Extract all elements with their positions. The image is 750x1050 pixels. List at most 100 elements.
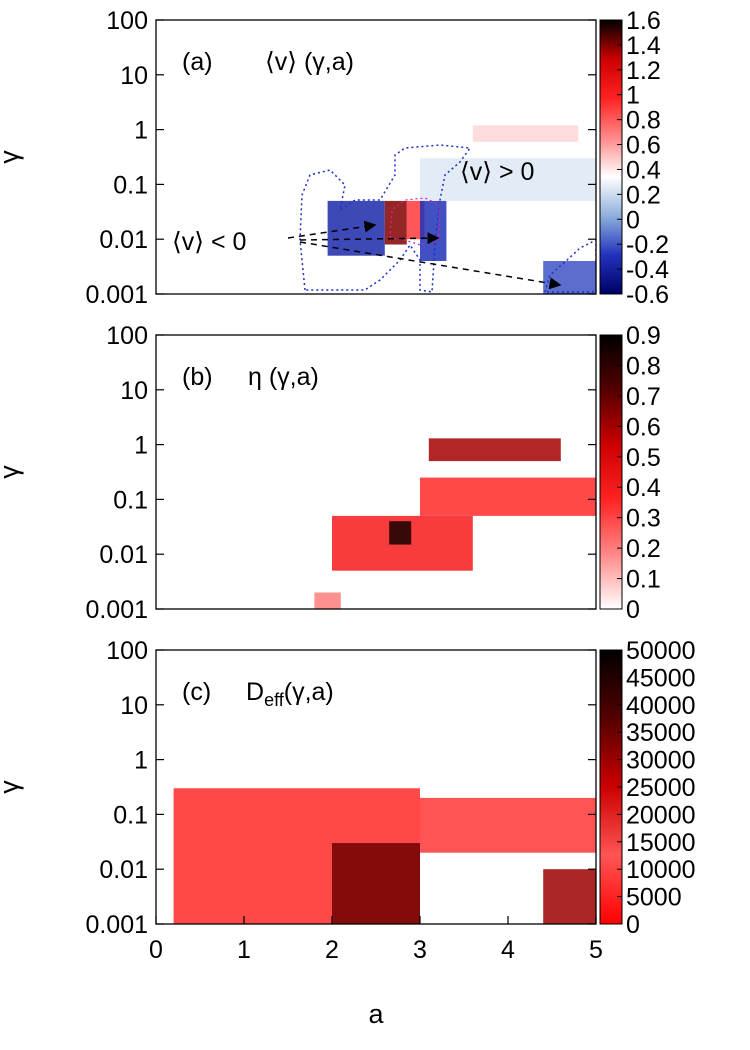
heatmap-region-a-1: [384, 200, 407, 245]
panel-b-frame: [155, 334, 597, 610]
y-tick-label: 100: [106, 637, 148, 665]
colorbar-tick-label: 0.4: [626, 156, 661, 184]
y-tick-label: 0.01: [99, 226, 148, 254]
colorbar-tick-label: 0: [626, 911, 640, 939]
y-tick-label: 100: [106, 7, 148, 35]
panel-a-contours: [299, 144, 596, 293]
colorbar-tick-label: 0.5: [626, 444, 661, 472]
panel-c-xlabel: a: [368, 999, 384, 1029]
colorbar-tick-label: 0: [626, 596, 640, 624]
positive-contour: [389, 197, 441, 246]
panel-a-y-ticks: 0.001 0.01 0.1 1 10 100: [85, 7, 596, 309]
colorbar-tick-label: 5000: [626, 884, 682, 912]
panel-b-y-ticks: 0.001 0.01 0.1 1 10 100: [85, 322, 596, 624]
y-tick-label: 0.001: [85, 911, 148, 939]
panel-a-ylabel: γ: [0, 150, 24, 164]
panel-b-colorbar: [599, 334, 623, 610]
panel-c-frame: [155, 649, 597, 925]
panel-a-frame: [155, 19, 597, 295]
colorbar-tick-label: 0.2: [626, 535, 661, 563]
colorbar-tick-label: 10000: [626, 856, 696, 884]
colorbar-tick-label: 0.8: [626, 107, 661, 135]
panel-c-ylabel: γ: [0, 780, 24, 794]
heatmap-region-b-4: [314, 592, 341, 609]
panel-c-y-ticks: 0.001 0.01 0.1 1 10 100: [85, 637, 596, 939]
panel-c-title-rest: (γ,a): [284, 678, 334, 706]
arrow-to-left-region: [287, 220, 377, 239]
panel-a-colorbar-ticks: -0.6-0.4-0.200.20.40.60.811.21.41.6: [617, 7, 669, 309]
colorbar-tick-label: 0.3: [626, 505, 661, 533]
panel-c-title-main: D: [246, 678, 264, 706]
colorbar-tick-label: 20000: [626, 801, 696, 829]
colorbar-tick-label: 0.6: [626, 413, 661, 441]
arrow-to-middle-region: [299, 232, 440, 245]
y-tick-label: 1: [134, 117, 148, 145]
annotation-arrows: [287, 220, 562, 290]
y-tick-label: 10: [120, 62, 148, 90]
panel-c-colorbar-ticks: 0500010000150002000025000300003500040000…: [617, 637, 696, 939]
x-tick-label: 1: [237, 936, 251, 964]
heatmap-region-b-1: [389, 521, 412, 545]
colorbar-tick-label: 0: [626, 206, 640, 234]
y-tick-label: 1: [134, 432, 148, 460]
y-tick-label: 1: [134, 747, 148, 775]
x-tick-label: 5: [589, 936, 603, 964]
panel-c-title: Deff(γ,a): [246, 678, 334, 710]
panel-a-colorbar: [599, 19, 623, 295]
x-tick-label: 4: [501, 936, 515, 964]
y-tick-label: 100: [106, 322, 148, 350]
colorbar-tick-label: 0.9: [626, 322, 661, 350]
y-tick-label: 0.01: [99, 541, 148, 569]
y-tick-label: 0.01: [99, 856, 148, 884]
colorbar-tick-label: 1.6: [626, 7, 661, 35]
colorbar-tick-label: 25000: [626, 774, 696, 802]
colorbar-tick-label: 45000: [626, 664, 696, 692]
heatmap-region-b-2: [420, 477, 596, 516]
x-tick-label: 2: [325, 936, 339, 964]
panel-b-heatmap: [314, 438, 596, 609]
panel-b-colorbar-ticks: 00.1 0.20.3 0.40.5 0.60.7 0.80.9: [617, 322, 661, 624]
colorbar-tick-label: 40000: [626, 692, 696, 720]
colorbar-tick-label: 0.7: [626, 383, 661, 411]
colorbar-tick-label: 50000: [626, 637, 696, 665]
colorbar-tick-label: 0.8: [626, 352, 661, 380]
panel-c-label: (c): [182, 678, 211, 706]
colorbar-tick-label: 1.4: [626, 32, 661, 60]
colorbar-tick-label: 0.1: [626, 566, 661, 594]
x-tick-label: 0: [149, 936, 163, 964]
heatmap-region-c-3: [543, 869, 596, 924]
panel-b-title: η (γ,a): [248, 363, 319, 391]
colorbar-tick-label: 0.6: [626, 132, 661, 160]
colorbar-tick-label: 30000: [626, 747, 696, 775]
panel-c-x-ticks: 0 1 2 3 4 5: [149, 916, 603, 964]
y-tick-label: 0.1: [113, 486, 148, 514]
annotation-positive-velocity: ⟨v⟩ > 0: [460, 158, 534, 186]
colorbar-tick-label: -0.6: [626, 281, 669, 309]
panel-a-title: ⟨v⟩ (γ,a): [265, 48, 354, 76]
annotation-negative-velocity: ⟨v⟩ < 0: [172, 228, 246, 256]
negative-contour-left: [299, 144, 472, 293]
y-tick-label: 0.1: [113, 801, 148, 829]
colorbar-tick-label: 35000: [626, 719, 696, 747]
colorbar-tick-label: 15000: [626, 829, 696, 857]
heatmap-region-a-4: [420, 158, 596, 201]
heatmap-region-a-3: [420, 200, 447, 262]
heatmap-region-c-1: [332, 843, 420, 924]
colorbar-tick-label: -0.2: [626, 231, 669, 259]
y-tick-label: 0.001: [85, 596, 148, 624]
colorbar-tick-label: -0.4: [626, 256, 669, 284]
y-tick-label: 0.1: [113, 171, 148, 199]
panel-a-label: (a): [182, 48, 213, 76]
panel-c-heatmap: [173, 788, 596, 924]
panel-b-label: (b): [182, 363, 213, 391]
colorbar-tick-label: 0.2: [626, 181, 661, 209]
colorbar-tick-label: 1: [626, 82, 640, 110]
panel-b-ylabel: γ: [0, 465, 24, 479]
x-tick-label: 3: [413, 936, 427, 964]
panel-c-title-sub: eff: [264, 690, 285, 710]
y-tick-label: 10: [120, 692, 148, 720]
heatmap-region-c-2: [420, 797, 596, 853]
